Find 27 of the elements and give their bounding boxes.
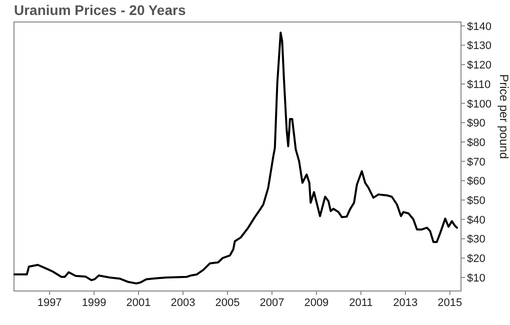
line-series	[13, 32, 458, 284]
y-tick-label: $60	[467, 176, 486, 188]
chart-title: Uranium Prices - 20 Years	[14, 2, 186, 18]
y-axis-title: Price per pound	[497, 74, 510, 159]
y-tick-label: $120	[467, 60, 492, 72]
x-tick-label: 2009	[304, 297, 329, 309]
x-tick-label: 2001	[126, 297, 151, 309]
x-tick-label: 2011	[349, 297, 373, 309]
y-tick-label: $100	[467, 98, 492, 110]
y-tick-label: $10	[467, 272, 486, 284]
x-tick-label: 1999	[82, 297, 106, 309]
y-tick-label: $110	[467, 78, 491, 91]
x-tick-label: 2015	[438, 297, 462, 309]
y-tick-label: $30	[467, 234, 486, 246]
x-tick-label: 2005	[215, 297, 240, 309]
y-tick-label: $140	[467, 20, 492, 33]
y-tick-label: $20	[467, 253, 486, 266]
y-tick-label: $80	[467, 136, 486, 149]
x-tick-label: 2013	[393, 297, 418, 309]
x-tick-label: 1997	[37, 297, 62, 309]
x-tick-label: 2003	[170, 297, 196, 309]
y-tick-label: $70	[467, 156, 486, 168]
y-tick-label: $90	[467, 118, 486, 130]
y-tick-label: $130	[467, 40, 492, 52]
y-tick-label: $40	[467, 214, 486, 226]
y-tick-label: $50	[467, 195, 486, 208]
x-tick-label: 2007	[260, 297, 284, 309]
